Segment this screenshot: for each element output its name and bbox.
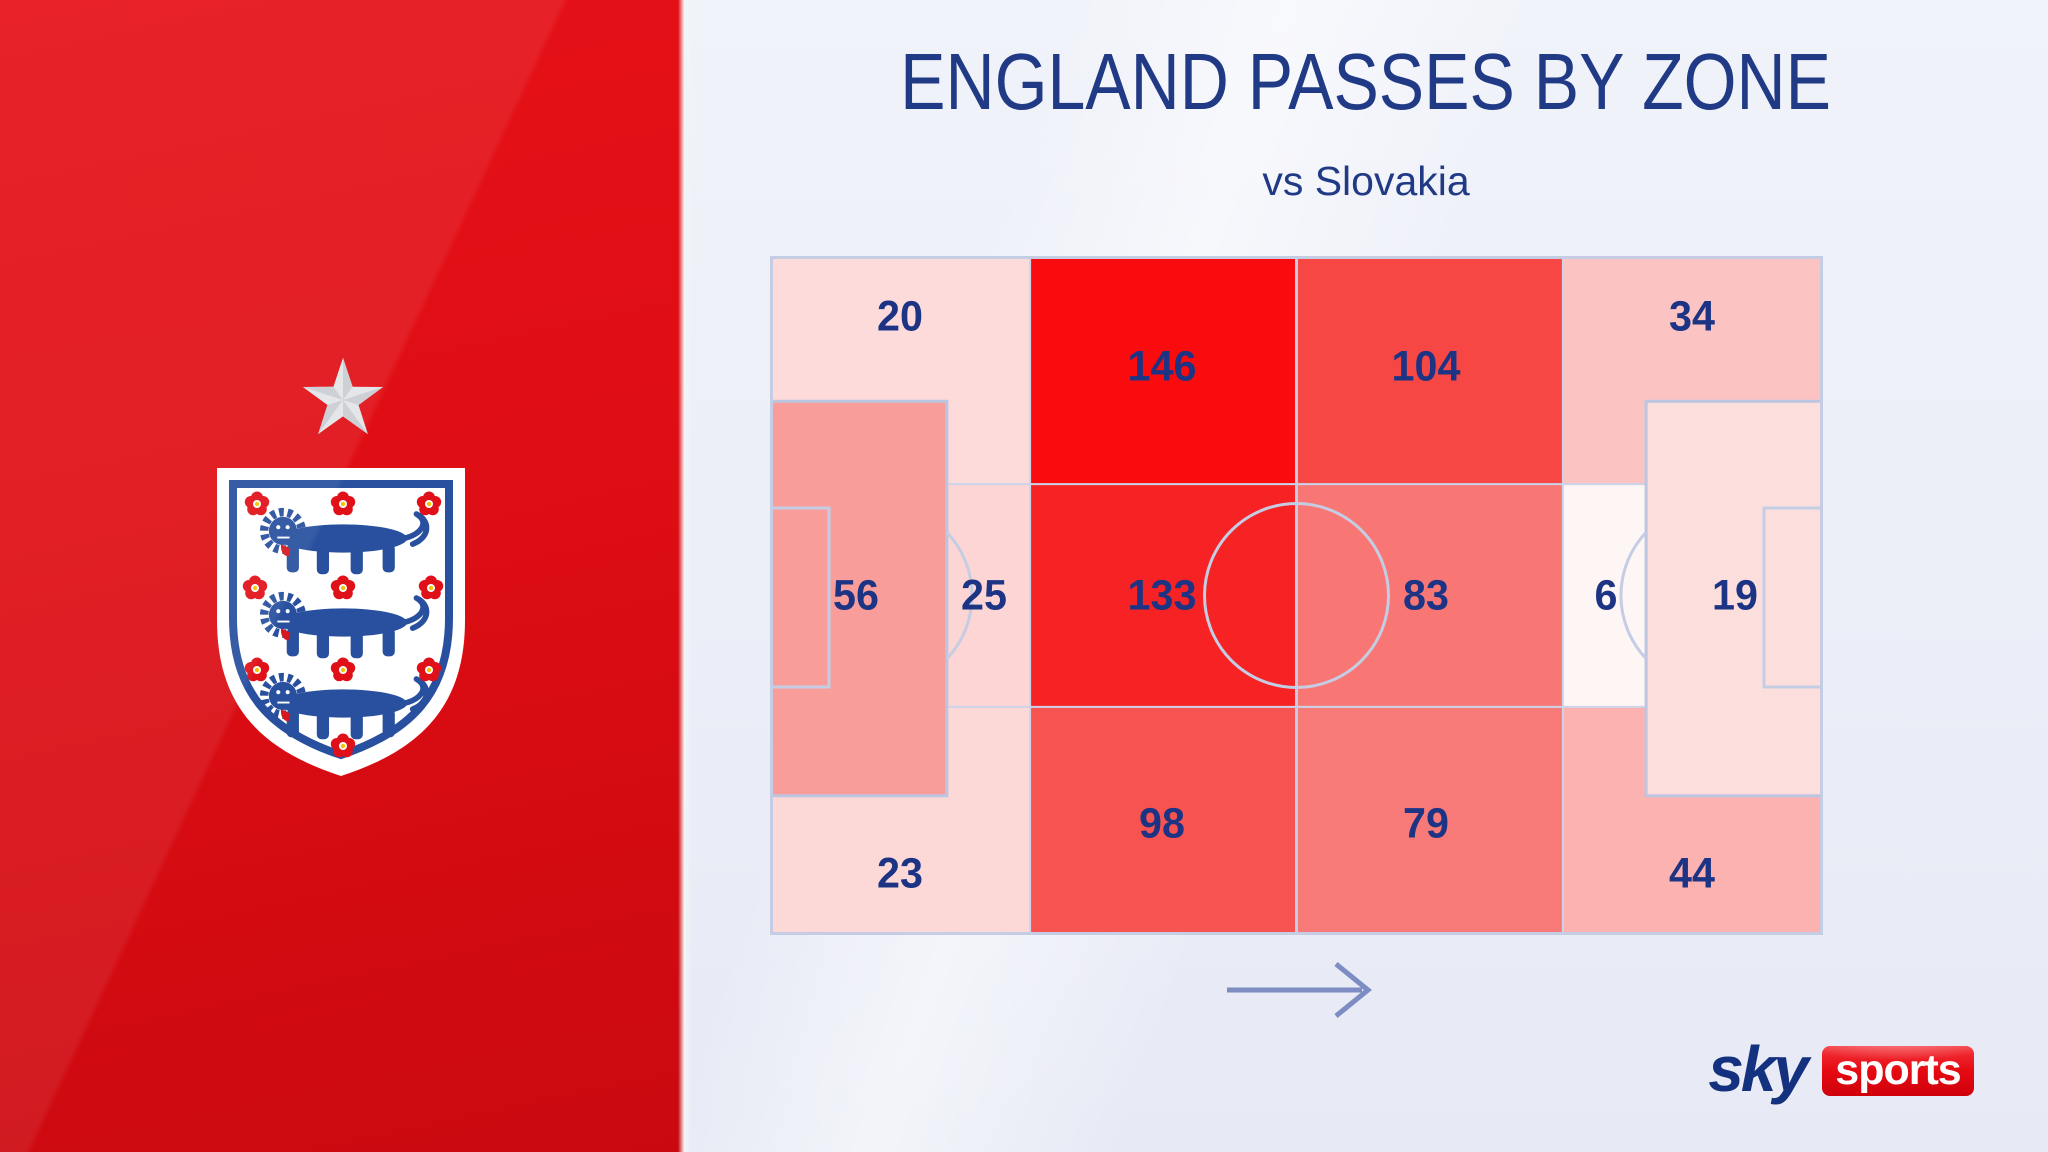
sports-label: sports	[1835, 1046, 1961, 1094]
sky-wordmark: sky	[1708, 1033, 1809, 1105]
sports-wordmark-box: sports	[1822, 1046, 1974, 1096]
right-penalty-arc	[1619, 531, 1648, 660]
sky-sports-logo: sky sports	[1684, 1033, 1974, 1105]
zone-cell-opp-penalty-area	[1644, 399, 1823, 798]
zone-value-mid-att-bottom: 79	[1403, 799, 1449, 848]
zone-value-own-penalty-area: 56	[833, 571, 880, 619]
lion-icon	[264, 677, 426, 739]
left-brand-panel	[0, 0, 684, 1152]
lion-icon	[264, 512, 426, 574]
panel-divider	[678, 0, 692, 1152]
star-facets	[302, 357, 384, 435]
zone-value-mid-def-centre: 133	[1127, 571, 1197, 619]
zone-value-att-third-top: 34	[1669, 292, 1716, 341]
zone-value-opp-penalty-area: 19	[1711, 571, 1758, 619]
zone-cell-mid-att-centre	[1296, 484, 1563, 707]
england-crest	[217, 468, 465, 776]
zone-cell-mid-att-top	[1296, 256, 1563, 485]
attack-direction-arrow-icon	[1227, 962, 1372, 1018]
content-panel: ENGLAND PASSES BY ZONE vs Slovakia	[684, 0, 2048, 1152]
left-penalty-arc	[945, 531, 974, 660]
zone-value-mid-def-top: 146	[1127, 342, 1197, 391]
zone-value-att-third-centre: 6	[1594, 571, 1618, 619]
zone-cell-mid-def-bottom	[1030, 706, 1297, 935]
left-goal-area	[770, 506, 831, 689]
zone-value-def-third-bottom: 23	[876, 849, 923, 898]
pitch-svg	[770, 256, 1823, 935]
zone-cell-own-penalty-area	[770, 399, 949, 798]
tudor-roses	[242, 491, 444, 758]
zone-value-def-third-top: 20	[876, 292, 923, 341]
page-title-text: ENGLAND PASSES BY ZONE	[900, 37, 1832, 126]
zone-cell-mid-def-centre	[1030, 484, 1297, 707]
pitch-heatmap: 20 146 104 34 25 133 83 6 23 98 79 44 56 19	[770, 256, 1823, 935]
zone-value-mid-att-top: 104	[1391, 342, 1461, 391]
star-icon	[302, 357, 384, 435]
pitch-markings	[770, 256, 1823, 935]
penalty-area-cells	[770, 399, 1823, 798]
zone-value-mid-def-bottom: 98	[1138, 799, 1185, 848]
zone-cell-mid-att-bottom	[1296, 706, 1563, 935]
lion-icon	[264, 596, 426, 658]
page-subtitle: vs Slovakia	[1262, 158, 1470, 204]
zone-value-att-third-bottom: 44	[1669, 849, 1716, 898]
right-goal-area	[1762, 506, 1823, 689]
zone-cell-mid-def-top	[1030, 256, 1297, 485]
zone-value-mid-att-centre: 83	[1403, 571, 1449, 619]
zone-value-def-third-centre: 25	[960, 571, 1007, 619]
page-title: ENGLAND PASSES BY ZONE	[684, 36, 2048, 128]
